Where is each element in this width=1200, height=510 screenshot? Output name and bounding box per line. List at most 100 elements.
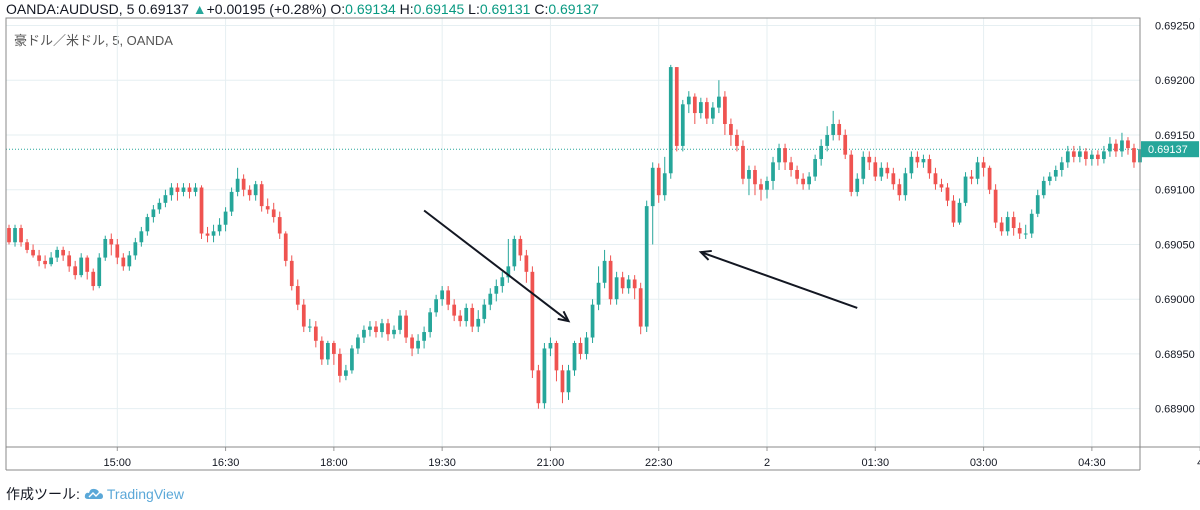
candle-body-down [1114,143,1118,152]
candle-body-up [1102,151,1106,160]
candle-body-down [873,162,878,177]
candle-body-up [49,257,53,265]
candle-body-up [747,169,751,179]
candle-body-up [362,329,366,338]
candle-body-down [109,238,114,245]
candle-body-down [783,148,787,163]
candle-body-down [518,238,523,256]
y-tick-label: 0.69100 [1155,185,1195,197]
candle-body-up [506,266,511,278]
candle-body-up [350,348,354,371]
candle-body-down [85,257,90,272]
annotation-arrow-head [698,249,712,261]
candle-body-up [380,323,384,333]
high-value: 0.69145 [413,1,465,17]
candle-body-up [590,304,595,338]
candle-body-up [356,337,360,349]
x-tick-label: 22:30 [645,457,673,469]
candle-body-down [25,242,29,250]
candle-body-down [993,189,998,223]
candle-body-up [217,224,222,232]
candle-body-down [410,337,414,349]
candle-body-up [813,159,818,177]
close-value: 0.69137 [548,1,599,17]
y-tick-label: 0.68900 [1155,404,1195,416]
candle-body-up [181,187,186,192]
annotation-arrow-head [557,310,571,323]
candle-body-up [235,178,240,192]
candle-body-up [572,342,577,371]
y-tick-label: 0.68950 [1155,349,1195,361]
candle-body-up [169,187,174,196]
candle-body-down [67,255,72,267]
y-tick-label: 0.69050 [1155,239,1195,251]
candle-body-up [975,162,980,179]
candle-body-down [265,206,270,210]
candle-body-down [301,304,306,327]
candle-body-up [500,277,505,287]
candle-body-down [1011,217,1016,229]
candles [7,64,1142,409]
candle-body-up [325,342,330,360]
chart-subtitle: 豪ドル／米ドル, 5, OANDA [14,33,173,48]
candle-body-up [668,67,673,174]
x-tick-label: 19:30 [428,457,456,469]
candle-body-down [891,173,896,185]
candle-body-down [530,271,535,371]
candle-body-up [398,315,402,330]
candle-body-up [771,162,775,181]
candle-body-down [867,156,872,163]
candle-body-down [458,315,463,322]
candle-body-down [205,233,210,236]
candle-body-up [1120,140,1124,152]
candle-body-down [578,342,583,354]
candle-body-up [139,231,144,243]
candle-body-down [446,290,451,305]
candle-body-up [819,145,824,160]
candle-body-up [13,228,17,243]
candle-body-down [241,178,246,190]
open-label: O: [330,1,346,17]
candle-body-down [121,257,126,267]
tradingview-link[interactable]: TradingView [84,486,184,502]
candle-body-down [277,217,282,234]
candle-body-up [711,107,715,119]
symbol-name: OANDA:AUDUSD, 5 [6,1,135,17]
candle-body-down [1017,228,1022,234]
candle-body-down [289,260,294,287]
candle-body-down [723,96,727,125]
candle-body-up [103,238,108,258]
candle-body-down [915,156,920,163]
candlestick-chart[interactable]: 0.68900 0.68950 0.69000 0.69050 0.69100 0.691… [0,0,1200,480]
candle-body-down [656,167,661,196]
candle-body-down [608,260,613,300]
last-price-tag [1141,141,1199,158]
candle-body-up [163,195,168,203]
candle-body-up [145,217,150,232]
candle-body-up [1059,162,1064,170]
candle-body-up [1029,213,1034,234]
candle-body-down [789,162,793,170]
candle-body-up [1108,143,1112,152]
candle-body-down [927,159,932,174]
candle-body-up [855,178,860,192]
x-tick-label: 4 [1197,457,1200,469]
candle-body-up [512,238,517,267]
candle-body-up [440,290,445,300]
candle-body-up [1035,195,1040,214]
candle-body-down [259,184,264,207]
candle-body-down [115,244,120,258]
candle-body-up [1065,151,1070,163]
y-tick-label: 0.69150 [1155,130,1195,142]
candle-body-up [422,332,426,341]
candle-body-down [735,134,739,146]
candle-body-up [253,184,258,196]
candle-body-up [368,326,372,330]
y-tick-label: 0.69200 [1155,75,1195,87]
candle-body-up [861,156,866,179]
candle-body-down [897,184,902,196]
up-arrow-icon: ▲ [192,1,207,17]
annotation-arrow-line [700,251,858,309]
candle-body-down [981,162,986,168]
candle-body-up [127,255,132,267]
